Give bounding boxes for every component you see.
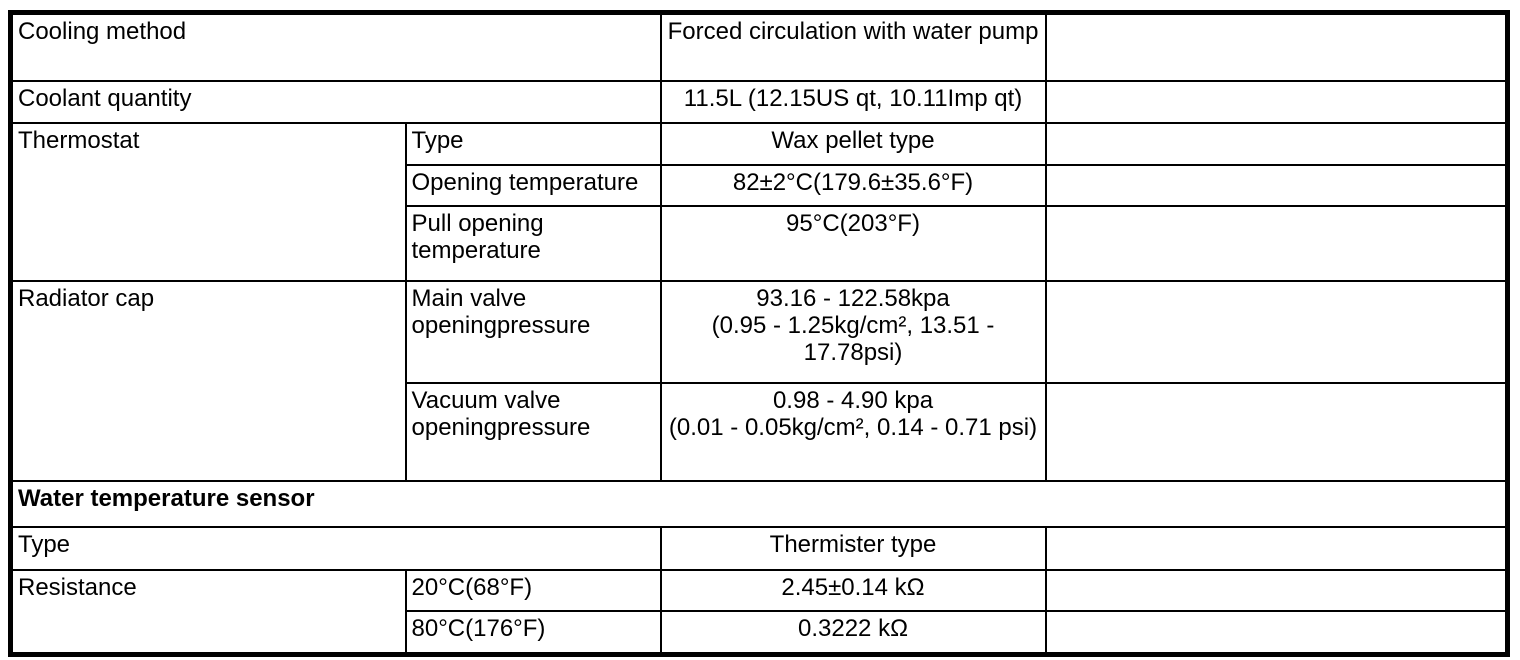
thermostat-type-value-cell: Wax pellet type — [659, 121, 1047, 166]
pull-opening-temperature-value-cell: 95°C(203°F) — [659, 204, 1047, 282]
table-row: Type Thermister type — [9, 525, 1509, 571]
vacuum-valve-pressure-value-cell: 0.98 - 4.90 kpa (0.01 - 0.05kg/cm², 0.14… — [659, 381, 1047, 482]
sensor-type-value-cell: Thermister type — [659, 525, 1047, 571]
table-row: Radiator cap Main valve openingpressure … — [9, 279, 1509, 482]
main-valve-pressure-label-cell: Main valve openingpressure — [404, 279, 662, 384]
main-valve-pressure-note-cell — [1044, 279, 1509, 384]
thermostat-label-cell: Thermostat — [9, 121, 407, 282]
cooling-method-note-cell — [1044, 11, 1509, 82]
table-row: Pull opening temperature 95°C(203°F) — [11, 204, 1509, 282]
resistance-20c-note-cell — [1044, 568, 1509, 612]
opening-temperature-label-cell: Opening temperature — [404, 163, 662, 207]
water-temperature-sensor-section-header: Water temperature sensor — [9, 479, 1509, 528]
resistance-80c-note-cell — [1044, 609, 1509, 656]
main-valve-pressure-value-cell: 93.16 - 122.58kpa (0.95 - 1.25kg/cm², 13… — [659, 279, 1047, 384]
table-row: Resistance 20°C(68°F) 2.45±0.14 kΩ — [9, 568, 1509, 656]
table-row: Opening temperature 82±2°C(179.6±35.6°F) — [11, 163, 1509, 207]
coolant-quantity-note-cell — [1044, 79, 1509, 124]
resistance-80c-label-cell: 80°C(176°F) — [404, 609, 662, 656]
opening-temperature-note-cell — [1044, 163, 1509, 207]
pull-opening-temperature-note-cell — [1044, 204, 1509, 282]
table-row: 80°C(176°F) 0.3222 kΩ — [11, 609, 1509, 656]
cooling-method-label-cell: Cooling method — [9, 11, 662, 82]
resistance-80c-value-cell: 0.3222 kΩ — [659, 609, 1047, 656]
table-row: Cooling method Forced circulation with w… — [9, 11, 1509, 82]
table-row: Water temperature sensor — [9, 479, 1509, 528]
vacuum-valve-pressure-note-cell — [1044, 381, 1509, 482]
pull-opening-temperature-label-cell: Pull opening temperature — [404, 204, 662, 282]
thermostat-type-note-cell — [1044, 121, 1509, 166]
thermostat-type-label-cell: Type — [404, 121, 662, 166]
resistance-20c-label-cell: 20°C(68°F) — [404, 568, 662, 612]
table-row: Vacuum valve openingpressure 0.98 - 4.90… — [11, 381, 1509, 482]
resistance-20c-value-cell: 2.45±0.14 kΩ — [659, 568, 1047, 612]
table-row: Coolant quantity 11.5L (12.15US qt, 10.1… — [9, 79, 1509, 124]
table-row: Thermostat Type Wax pellet type — [9, 121, 1509, 282]
coolant-quantity-value-cell: 11.5L (12.15US qt, 10.11Imp qt) — [659, 79, 1047, 124]
resistance-label-cell: Resistance — [9, 568, 407, 656]
sensor-type-note-cell — [1044, 525, 1509, 571]
coolant-quantity-label-cell: Coolant quantity — [9, 79, 662, 124]
sensor-type-label-cell: Type — [9, 525, 662, 571]
vacuum-valve-pressure-label-cell: Vacuum valve openingpressure — [404, 381, 662, 482]
radiator-cap-label-cell: Radiator cap — [9, 279, 407, 482]
cooling-system-spec-table: Cooling method Forced circulation with w… — [8, 10, 1511, 657]
opening-temperature-value-cell: 82±2°C(179.6±35.6°F) — [659, 163, 1047, 207]
cooling-method-value-cell: Forced circulation with water pump — [659, 11, 1047, 82]
